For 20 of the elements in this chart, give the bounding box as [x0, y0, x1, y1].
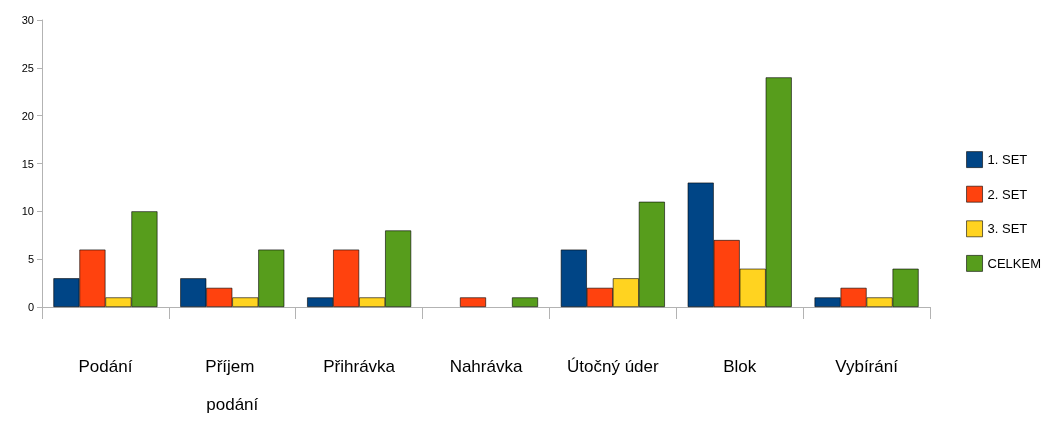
- y-tick-label: 0: [27, 301, 34, 313]
- y-tick-label: 10: [21, 205, 34, 218]
- legend-label: 3. SET: [987, 221, 1028, 237]
- bar: [512, 297, 539, 307]
- x-tick-label: Přihrávka: [323, 356, 396, 376]
- x-tick-label: Podání: [78, 356, 133, 376]
- y-tick-label: 20: [21, 109, 34, 122]
- x-tick-label: Vybírání: [835, 356, 899, 376]
- y-tick-label: 30: [21, 14, 34, 26]
- x-tick-label: Příjem podání: [205, 356, 260, 414]
- legend-label: CELKEM: [987, 255, 1042, 271]
- bar: [459, 297, 486, 307]
- x-tick-label: Blok: [723, 356, 757, 376]
- y-tick-label: 25: [21, 61, 34, 74]
- x-tick-label: Nahrávka: [449, 356, 523, 376]
- legend-label: 2. SET: [987, 186, 1028, 202]
- x-tick-label: Útočný úder: [567, 356, 660, 376]
- y-tick-label: 5: [27, 253, 34, 266]
- y-tick-label: 15: [21, 157, 34, 170]
- legend-label: 1. SET: [987, 152, 1028, 168]
